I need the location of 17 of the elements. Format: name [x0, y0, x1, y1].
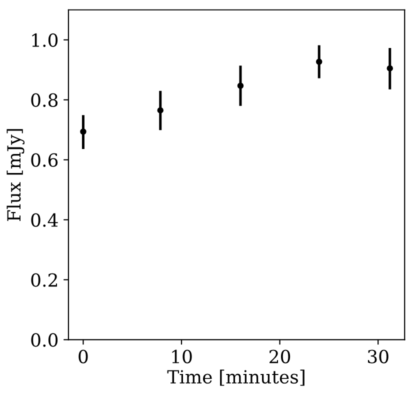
x-tick-label: 20 [270, 350, 290, 364]
point [237, 82, 244, 89]
y-tick-label: 0.2 [31, 273, 57, 287]
point [386, 65, 394, 72]
point [316, 58, 322, 65]
y-tick-label: 0.6 [31, 153, 58, 167]
x-tick-label: 0 [78, 350, 88, 364]
x-tick-label: 10 [172, 350, 192, 364]
y-tick-label: 0.4 [31, 213, 58, 227]
y-tick-label: 1.0 [32, 33, 58, 47]
x-tick-label: 30 [368, 350, 388, 364]
y-axis-title: Flux [mJy] [6, 129, 24, 222]
point [157, 107, 164, 114]
y-tick-label: 0.0 [31, 333, 58, 347]
point [80, 128, 86, 135]
x-axis-title: Time [minutes] [167, 370, 304, 386]
y-tick-label: 0.8 [31, 93, 58, 107]
